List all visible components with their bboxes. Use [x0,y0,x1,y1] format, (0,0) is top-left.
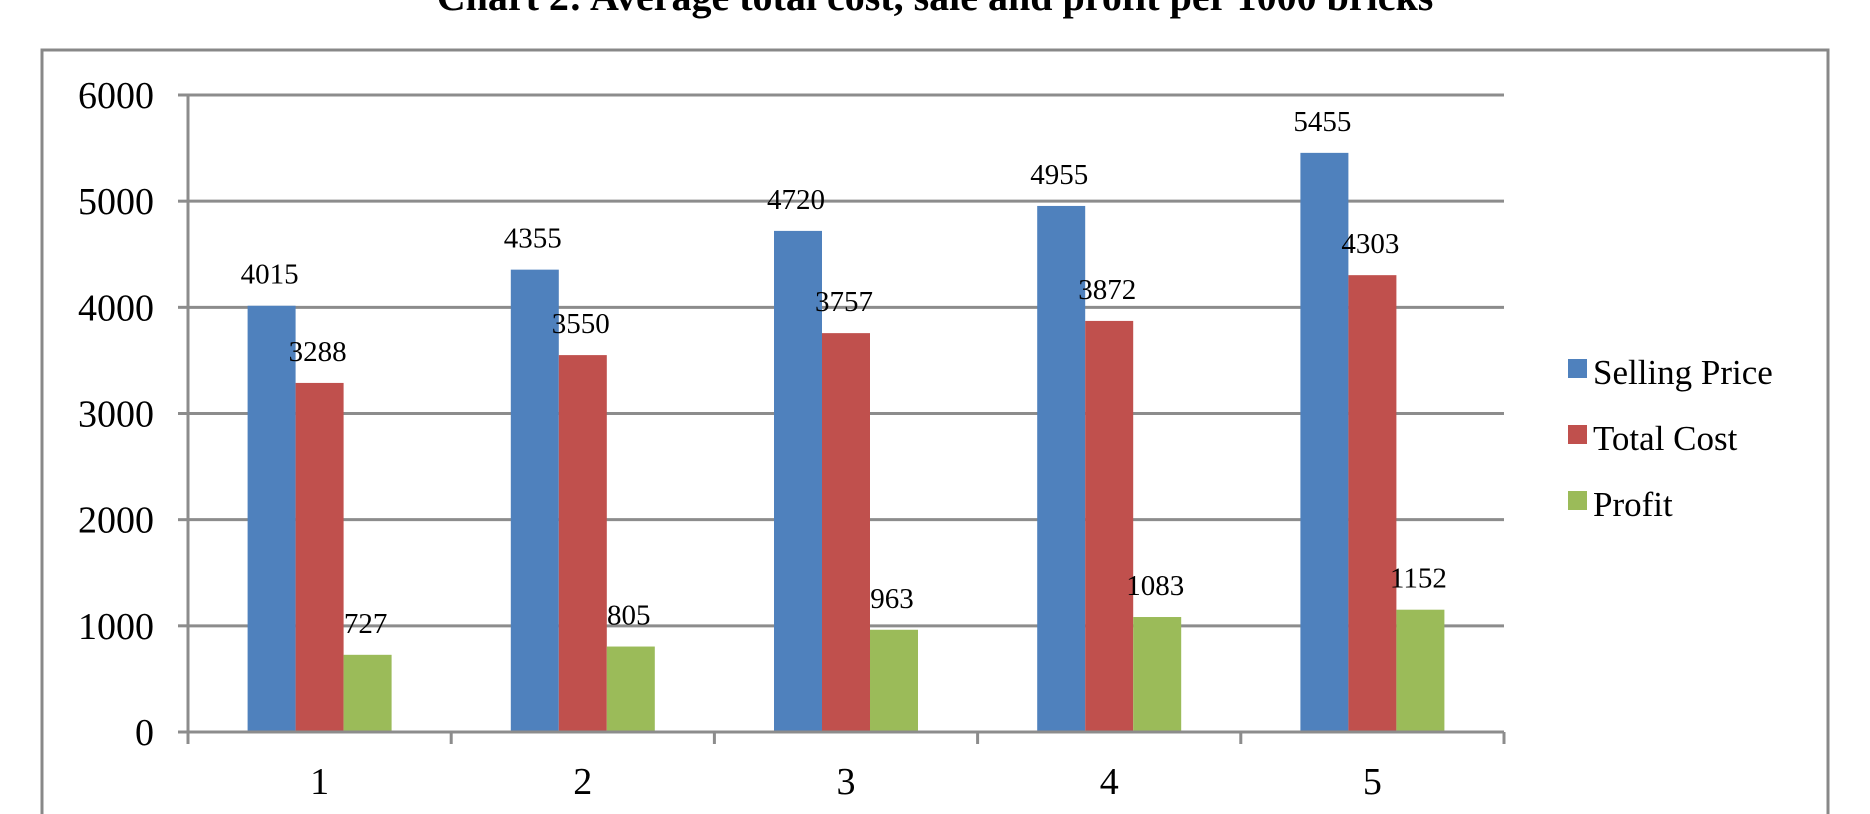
y-tick-label: 0 [135,712,154,754]
bar-total-cost [295,382,344,732]
data-label: 727 [344,608,388,640]
data-labels: 4015 3288 727 4355 3550 805 4720 3757 963 4955 387… [241,106,1447,640]
y-tick-label: 1000 [78,606,154,648]
data-label: 3550 [552,308,610,340]
legend-label: Total Cost [1593,419,1738,458]
bar-profit [1396,609,1445,732]
data-label: 4303 [1341,228,1399,260]
legend-swatch [1568,491,1587,510]
bar-total-cost [1085,320,1134,732]
data-label: 3872 [1078,274,1136,306]
data-label: 4355 [504,223,562,255]
bar-selling-price [510,269,559,732]
data-label: 963 [870,583,914,615]
chart-title: Chart 2: Average total cost, sale and pr… [437,0,1434,19]
legend: Selling Price Total Cost Profit [1568,353,1773,524]
data-label: 4720 [767,184,825,216]
y-tick-label: 3000 [78,394,154,436]
data-label: 3288 [289,336,347,368]
data-label: 5455 [1293,106,1351,138]
data-label: 1152 [1390,563,1447,595]
bar-selling-price [1300,152,1349,732]
y-tick-label: 2000 [78,500,154,542]
bar-total-cost [822,333,870,732]
legend-label: Profit [1593,485,1673,524]
x-tick-label: 1 [310,761,329,803]
bar-profit [1133,617,1182,732]
legend-swatch [1568,425,1587,444]
y-tick-label: 5000 [78,181,154,223]
data-label: 4015 [241,259,299,291]
bar-profit [606,646,655,732]
bar-total-cost [1348,275,1397,732]
x-tick-label: 5 [1363,761,1382,803]
y-tick-label: 6000 [78,75,154,117]
x-tick-label: 2 [573,761,592,803]
bar-selling-price [1037,205,1086,733]
data-label: 1083 [1126,570,1184,602]
bar-profit [343,654,392,732]
bar-total-cost [558,355,607,732]
x-tick-label: 3 [837,761,856,803]
data-label: 805 [607,600,651,632]
legend-swatch [1568,359,1587,378]
bar-profit [870,629,918,732]
data-label: 4955 [1030,159,1088,191]
bar-selling-price [774,230,822,733]
bar-selling-price [247,305,296,732]
axes: 0 1000 2000 3000 4000 5000 6000 1 2 3 4 5 [78,75,1506,803]
x-tick-label: 4 [1100,761,1119,803]
data-label: 3757 [815,286,873,318]
y-tick-label: 4000 [78,287,154,329]
bars [247,152,1445,733]
legend-label: Selling Price [1593,353,1773,392]
